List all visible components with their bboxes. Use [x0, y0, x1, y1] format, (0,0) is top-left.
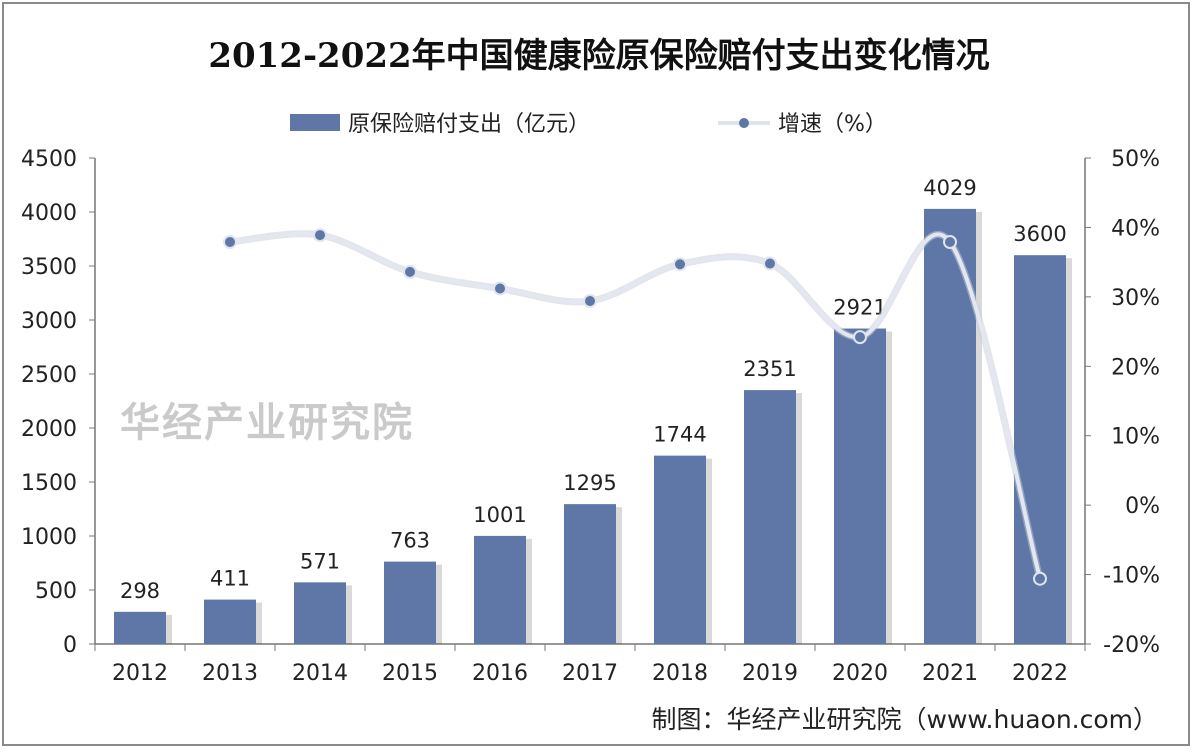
bar-data-label: 763	[390, 529, 430, 553]
left-tick-label: 2000	[21, 417, 77, 442]
legend-bar-swatch	[290, 114, 340, 131]
right-tick-label: 40%	[1111, 216, 1160, 241]
growth-marker	[583, 294, 597, 309]
bar	[114, 611, 166, 644]
growth-marker	[943, 235, 957, 250]
left-tick-label: 1500	[21, 471, 77, 496]
legend-bar-label: 原保险赔付支出（亿元）	[348, 112, 590, 137]
left-tick-label: 3500	[21, 255, 77, 280]
growth-marker	[853, 330, 867, 345]
bar-data-label: 2351	[743, 357, 796, 381]
bar-data-label: 1001	[473, 503, 526, 527]
growth-marker	[223, 235, 237, 250]
right-tick-label: 20%	[1111, 355, 1160, 380]
right-tick-label: 30%	[1111, 286, 1160, 311]
bar-data-label: 571	[300, 549, 340, 573]
growth-marker	[493, 281, 507, 296]
x-tick-label: 2016	[472, 661, 528, 686]
bar	[744, 390, 796, 644]
legend-line-label: 增速（%）	[778, 112, 887, 137]
x-tick-label: 2021	[922, 661, 978, 686]
bar	[204, 599, 256, 644]
x-tick-label: 2017	[562, 661, 618, 686]
chart-frame	[2, 2, 1190, 746]
left-tick-label: 4000	[21, 201, 77, 226]
bar-data-label: 3600	[1013, 222, 1066, 246]
x-tick-label: 2012	[112, 661, 168, 686]
bar-data-label: 298	[120, 579, 160, 603]
x-tick-label: 2013	[202, 661, 258, 686]
left-tick-label: 500	[35, 579, 77, 604]
x-tick-label: 2022	[1012, 661, 1068, 686]
right-tick-label: 50%	[1111, 147, 1160, 172]
bar	[384, 561, 436, 644]
growth-marker	[1033, 571, 1047, 586]
left-tick-label: 1000	[21, 525, 77, 550]
right-tick-label: 10%	[1111, 425, 1160, 450]
growth-marker	[403, 264, 417, 279]
x-tick-label: 2014	[292, 661, 348, 686]
bar-data-label: 1295	[563, 471, 616, 495]
bar-data-label: 1744	[653, 423, 706, 447]
right-tick-label: -20%	[1103, 633, 1160, 658]
growth-marker	[313, 228, 327, 243]
right-tick-label: 0%	[1125, 494, 1160, 519]
legend-line-marker	[739, 118, 749, 128]
bar	[654, 455, 706, 644]
growth-marker	[673, 257, 687, 272]
bar	[564, 504, 616, 644]
source-note: 制图：华经产业研究院（www.huaon.com）	[651, 705, 1158, 734]
left-tick-label: 2500	[21, 363, 77, 388]
x-tick-label: 2019	[742, 661, 798, 686]
bar-data-label: 411	[210, 567, 250, 591]
left-tick-label: 3000	[21, 309, 77, 334]
left-tick-label: 0	[63, 633, 77, 658]
watermark: 华经产业研究院	[120, 400, 414, 446]
growth-marker	[763, 256, 777, 271]
bar-data-label: 4029	[923, 176, 976, 200]
bar	[294, 582, 346, 644]
x-tick-label: 2020	[832, 661, 888, 686]
bar	[834, 328, 886, 644]
left-tick-label: 4500	[21, 147, 77, 172]
x-tick-label: 2015	[382, 661, 438, 686]
x-tick-label: 2018	[652, 661, 708, 686]
chart-title: 2012-2022年中国健康险原保险赔付支出变化情况	[208, 36, 990, 76]
bar	[474, 535, 526, 644]
bar-data-label: 2921	[833, 296, 886, 320]
right-tick-label: -10%	[1103, 564, 1160, 589]
